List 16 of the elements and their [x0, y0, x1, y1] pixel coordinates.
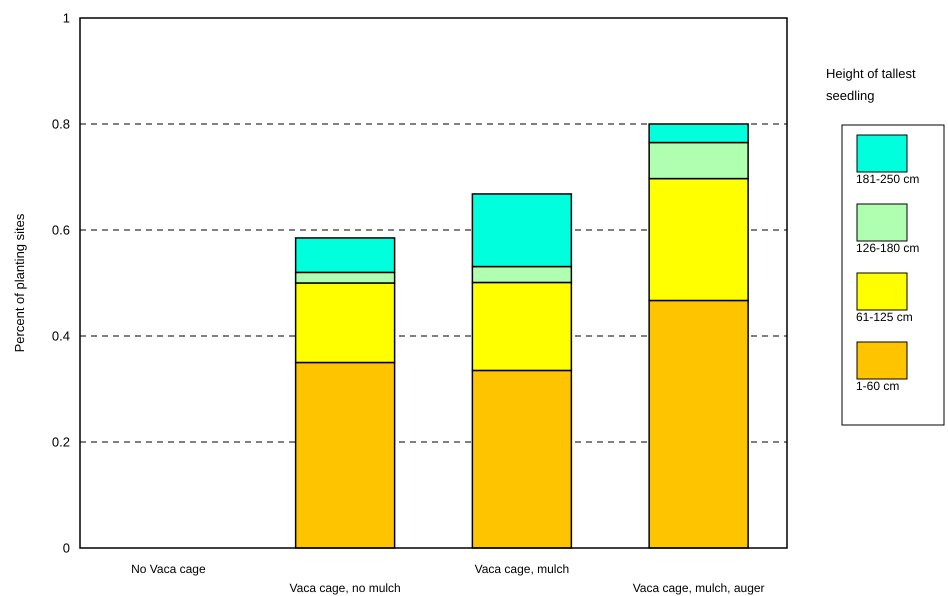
x-tick-label: Vaca cage, no mulch [290, 581, 401, 595]
y-tick-label: 0.4 [52, 328, 70, 344]
x-tick-label: No Vaca cage [131, 562, 206, 576]
text: 126-180 cm [856, 241, 920, 255]
y-tick-label: 0 [62, 540, 70, 556]
y-tick-label: 1 [62, 10, 70, 26]
text: 1-60 cm [856, 379, 900, 393]
y-tick-label: 0.8 [52, 116, 70, 132]
legend-title: Height of tallest seedling [826, 66, 916, 103]
text: 61-125 cm [856, 310, 913, 324]
y-axis-title: Percent of planting sites [12, 213, 27, 352]
text: 181-250 cm [856, 172, 920, 186]
y-tick-label: 0.2 [52, 434, 70, 450]
x-tick-label: Vaca cage, mulch [474, 562, 570, 576]
x-tick-label: Vaca cage, mulch, auger [632, 581, 765, 595]
y-tick-label: 0.6 [52, 222, 70, 238]
